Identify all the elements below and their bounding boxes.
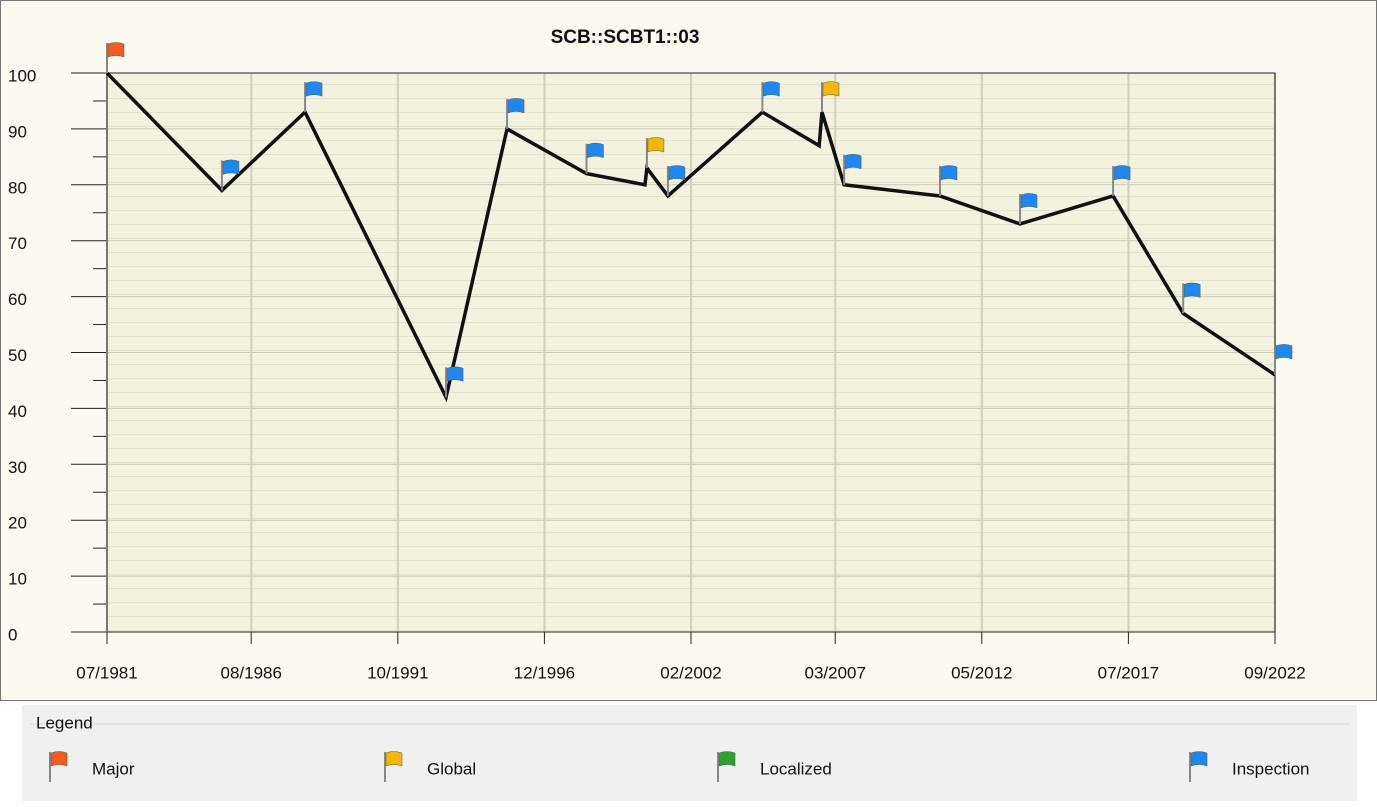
flag-cloth <box>305 81 323 97</box>
legend-title: Legend <box>36 713 93 732</box>
flag-cloth <box>446 366 464 382</box>
event-flag <box>445 366 464 398</box>
legend: Major Global Localized Inspection <box>49 751 1310 782</box>
flag-cloth <box>647 137 665 153</box>
legend-flag <box>384 751 403 782</box>
event-flag <box>506 98 525 129</box>
y-tick-label: 0 <box>8 625 17 644</box>
flag-cloth <box>222 159 240 175</box>
x-tick-label: 08/1986 <box>220 663 281 682</box>
flag-cloth <box>718 751 736 767</box>
x-tick-label: 09/2022 <box>1244 663 1305 682</box>
event-flag <box>106 42 125 73</box>
event-flag <box>220 159 240 191</box>
flag-cloth <box>507 98 525 114</box>
flag-cloth <box>587 142 604 158</box>
x-tick-label: 05/2012 <box>951 663 1012 682</box>
event-flag <box>585 142 604 174</box>
event-flag <box>939 165 958 196</box>
y-tick-label: 100 <box>8 66 36 85</box>
flag-cloth <box>844 154 862 170</box>
flag-cloth <box>1275 344 1293 360</box>
y-tick-label: 60 <box>8 290 27 309</box>
y-tick-label: 30 <box>8 458 27 477</box>
event-flag <box>1019 193 1038 224</box>
flag-cloth <box>1020 193 1038 209</box>
y-tick-label: 80 <box>8 178 27 197</box>
x-tick-label: 02/2002 <box>660 663 721 682</box>
flag-cloth <box>107 42 125 58</box>
legend-flag <box>49 751 68 782</box>
flag-cloth <box>1113 165 1131 181</box>
series-line <box>105 71 1276 403</box>
x-tick-label: 07/2017 <box>1098 663 1159 682</box>
flag-cloth <box>385 751 403 767</box>
y-tick-label: 10 <box>8 570 27 589</box>
event-flag <box>1182 282 1201 314</box>
event-flag <box>645 137 665 169</box>
flag-cloth <box>763 81 780 97</box>
legend-flag <box>717 751 736 782</box>
flag-cloth <box>940 165 958 181</box>
x-tick-label: 12/1996 <box>514 663 575 682</box>
y-tick-label: 50 <box>8 346 27 365</box>
event-flag <box>761 81 780 113</box>
flag-cloth <box>1183 282 1201 298</box>
flag-cloth <box>822 81 840 97</box>
x-tick-label: 03/2007 <box>805 663 866 682</box>
legend-flag <box>1189 751 1208 782</box>
y-tick-label: 90 <box>8 122 27 141</box>
y-tick-label: 40 <box>8 402 27 421</box>
flag-cloth <box>1190 751 1208 767</box>
flag-cloth <box>50 751 68 767</box>
event-flag <box>666 165 686 196</box>
event-flag <box>1274 344 1293 375</box>
legend-panel <box>22 705 1357 801</box>
event-flag <box>304 81 323 113</box>
event-flag <box>1112 165 1131 196</box>
legend-label: Major <box>92 759 135 778</box>
x-tick-label: 10/1991 <box>367 663 428 682</box>
plot: 0 10 20 30 40 50 60 70 80 90 100 07/1981 08/1986 10/1… <box>8 42 1306 682</box>
legend-label: Localized <box>760 759 832 778</box>
event-flag <box>820 81 840 113</box>
x-tick-label: 07/1981 <box>76 663 137 682</box>
y-tick-label: 20 <box>8 514 27 533</box>
event-flag <box>843 154 862 185</box>
flag-cloth <box>668 165 686 181</box>
legend-label: Global <box>427 759 476 778</box>
chart-title: SCB::SCBT1::03 <box>551 27 700 48</box>
legend-label: Inspection <box>1232 759 1310 778</box>
y-tick-label: 70 <box>8 234 27 253</box>
